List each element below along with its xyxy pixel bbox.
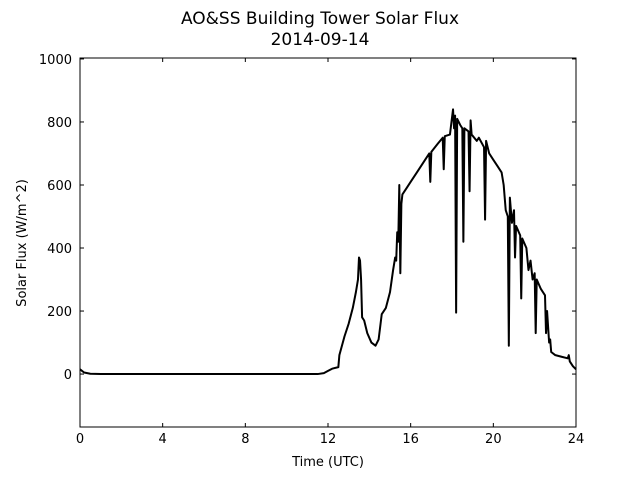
y-tick-label: 200: [47, 305, 72, 320]
data-line: [79, 108, 577, 376]
y-tick-label: 0: [64, 368, 72, 383]
x-axis-label: Time (UTC): [291, 455, 364, 470]
y-tick-label: 1000: [39, 53, 72, 68]
chart-subtitle: 2014-09-14: [271, 30, 370, 50]
x-tick-label: 8: [241, 432, 249, 447]
y-tick-label: 800: [47, 116, 72, 131]
chart-title: AO&SS Building Tower Solar Flux: [181, 9, 459, 29]
x-tick-label: 16: [402, 432, 419, 447]
x-tick-label: 24: [568, 432, 585, 447]
x-tick-label: 20: [485, 432, 502, 447]
x-tick-label: 0: [76, 432, 84, 447]
x-tick-label: 12: [320, 432, 337, 447]
y-tick-label: 600: [47, 179, 72, 194]
y-axis-label: Solar Flux (W/m^2): [15, 179, 30, 307]
y-tick-label: 400: [47, 242, 72, 257]
x-tick-label: 4: [159, 432, 167, 447]
